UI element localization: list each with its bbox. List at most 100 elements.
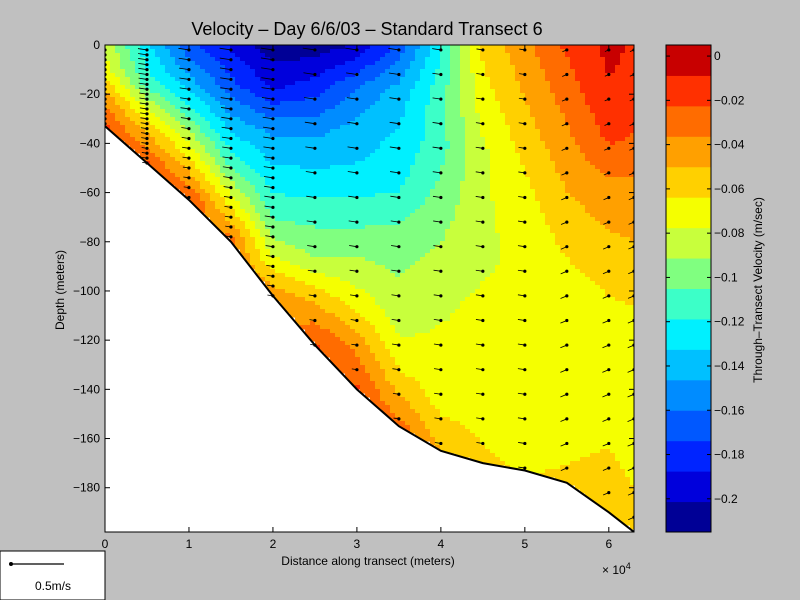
contour-cell [550,173,556,178]
contour-cell [585,177,591,182]
contour-cell [400,177,406,182]
contour-cell [335,141,341,146]
contour-cell [155,85,161,90]
contour-cell [365,73,371,78]
contour-cell [405,81,411,86]
contour-cell [170,125,176,130]
contour-cell [590,101,596,106]
contour-cell [430,77,436,82]
contour-cell [340,153,346,158]
contour-cell [505,117,511,122]
contour-cell [315,181,321,186]
contour-cell [300,145,306,150]
contour-cell [525,129,531,134]
contour-cell [505,217,511,222]
contour-cell [150,69,156,74]
contour-cell [560,85,566,90]
contour-cell [195,121,201,126]
contour-cell [610,45,616,50]
contour-cell [330,85,336,90]
contour-cell [515,53,521,58]
contour-cell [355,157,361,162]
contour-cell [245,149,251,154]
contour-cell [435,49,441,54]
contour-cell [555,101,561,106]
contour-cell [365,245,371,250]
contour-cell [510,61,516,66]
contour-cell [190,57,196,62]
contour-cell [215,149,221,154]
contour-cell [380,157,386,162]
contour-cell [460,93,466,98]
contour-cell [580,117,586,122]
contour-cell [195,145,201,150]
contour-cell [135,105,141,110]
contour-cell [310,197,316,202]
contour-cell [225,201,231,206]
contour-cell [595,229,601,234]
contour-cell [555,169,561,174]
contour-cell [115,109,121,114]
contour-cell [385,61,391,66]
contour-cell [485,45,491,50]
contour-cell [145,105,151,110]
contour-cell [420,201,426,206]
contour-cell [630,189,634,194]
contour-cell [360,201,366,206]
contour-cell [560,121,566,126]
contour-cell [525,169,531,174]
contour-cell [455,201,461,206]
contour-cell [440,141,446,146]
contour-cell [370,141,376,146]
contour-cell [380,181,386,186]
contour-cell [575,57,581,62]
contour-cell [365,69,371,74]
contour-cell [150,113,156,118]
contour-cell [550,157,556,162]
contour-cell [375,137,381,142]
contour-cell [575,45,581,50]
contour-cell [505,85,511,90]
contour-cell [565,181,571,186]
contour-cell [365,61,371,66]
contour-cell [260,225,266,230]
contour-cell [405,89,411,94]
contour-cell [345,185,351,190]
contour-cell [375,61,381,66]
contour-cell [480,81,486,86]
contour-cell [265,205,271,210]
contour-cell [530,217,536,222]
contour-cell [560,69,566,74]
contour-cell [580,93,586,98]
contour-cell [120,57,126,62]
contour-cell [630,129,634,134]
contour-cell [280,245,286,250]
contour-cell [505,149,511,154]
contour-cell [225,53,231,58]
contour-cell [580,77,586,82]
contour-cell [535,189,541,194]
contour-cell [135,113,141,118]
contour-cell [345,113,351,118]
contour-cell [495,49,501,54]
contour-cell [335,189,341,194]
contour-cell [500,241,506,246]
contour-cell [330,129,336,134]
contour-cell [610,141,616,146]
contour-cell [595,241,601,246]
contour-cell [570,137,576,142]
contour-cell [435,69,441,74]
contour-cell [180,181,186,186]
contour-cell [535,65,541,70]
contour-cell [405,117,411,122]
contour-cell [280,137,286,142]
contour-cell [325,193,331,198]
contour-cell [460,193,466,198]
contour-cell [210,61,216,66]
contour-cell [585,173,591,178]
contour-cell [550,193,556,198]
contour-cell [465,205,471,210]
contour-cell [590,113,596,118]
contour-cell [210,77,216,82]
contour-cell [150,89,156,94]
